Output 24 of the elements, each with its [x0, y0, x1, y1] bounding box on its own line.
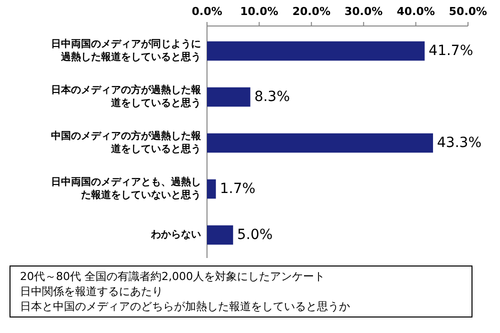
bar — [207, 133, 434, 153]
y-tick-label: 中国のメディアの方が過熱した報道をしていると思う — [51, 130, 202, 155]
bar — [207, 41, 425, 61]
x-tick-label: 30.0% — [344, 5, 383, 18]
x-tick-label: 50.0% — [448, 5, 488, 18]
y-tick-label: 日本のメディアの方が過熱した報道をしていると思う — [51, 84, 202, 109]
y-tick-label: 日中両国のメディアとも、過熱した報道をしていないと思う — [51, 176, 201, 201]
text: 日本と中国のメディアのどちらが加熱した報道をしていると思うか — [20, 300, 350, 313]
x-tick-label: 40.0% — [396, 5, 435, 18]
x-tick-label: 10.0% — [240, 5, 278, 18]
data-label: 5.0% — [237, 227, 273, 243]
data-label: 8.3% — [254, 89, 290, 105]
bar — [207, 179, 216, 199]
x-tick-label: 20.0% — [292, 5, 330, 18]
data-label: 41.7% — [428, 43, 474, 59]
y-tick-label: わからない — [150, 230, 201, 240]
x-tick-label: 0.0% — [192, 5, 222, 18]
bar — [207, 87, 250, 107]
text: 日中関係を報道するにあたり — [20, 285, 163, 298]
bar — [207, 225, 234, 245]
data-label: 43.3% — [437, 135, 482, 151]
data-label: 1.7% — [220, 181, 256, 197]
y-tick-label: 日中両国のメディアが同じように過熱した報道をしていると思う — [51, 38, 201, 63]
text: 20代～80代 全国の有識者約2,000人を対象にしたアンケート — [20, 270, 325, 283]
